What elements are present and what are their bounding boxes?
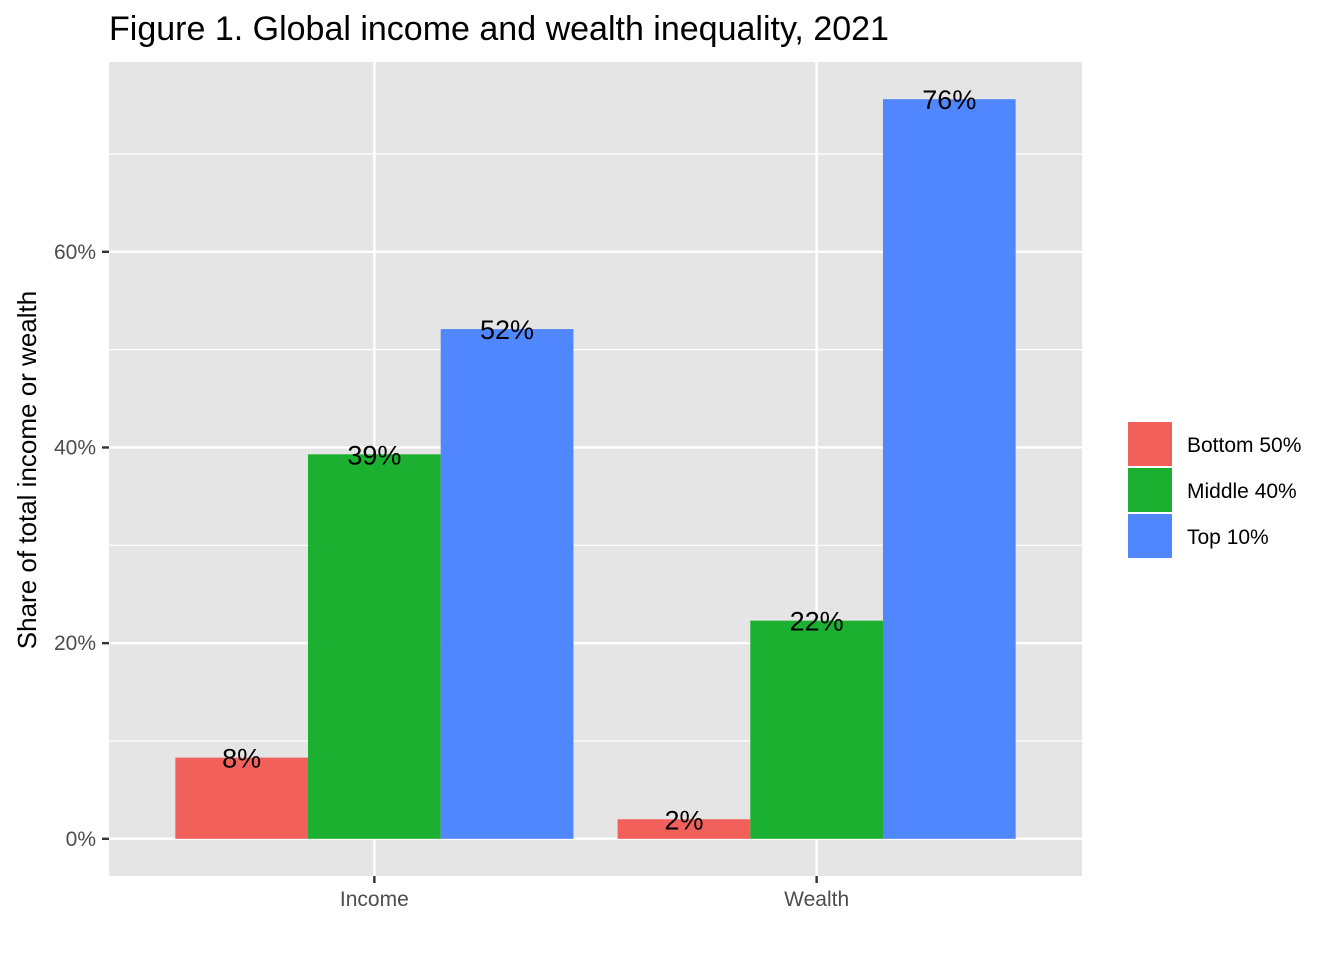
y-axis: 0% 20% 40% 60% bbox=[54, 241, 109, 851]
y-tick-label: 60% bbox=[54, 241, 96, 264]
legend-label: Middle 40% bbox=[1187, 480, 1297, 503]
x-axis: Income Wealth bbox=[340, 876, 849, 911]
y-tick-label: 0% bbox=[66, 828, 96, 851]
data-label: 76% bbox=[922, 85, 976, 115]
bar bbox=[175, 757, 309, 839]
bar bbox=[882, 99, 1016, 839]
legend-label: Top 10% bbox=[1187, 526, 1269, 549]
x-tick-label: Income bbox=[340, 888, 409, 911]
chart-title: Figure 1. Global income and wealth inequ… bbox=[109, 10, 889, 48]
bars-group bbox=[175, 99, 1016, 839]
data-labels-group: 8% 39% 52% 2% 22% 76% bbox=[222, 85, 976, 835]
data-label: 22% bbox=[790, 607, 844, 637]
data-label: 52% bbox=[480, 315, 534, 345]
bar bbox=[308, 454, 441, 839]
legend-key bbox=[1126, 512, 1174, 560]
y-axis-title: Share of total income or wealth bbox=[12, 291, 42, 649]
legend: Bottom 50% Middle 40% Top 10% bbox=[1126, 420, 1301, 560]
x-tick-label: Wealth bbox=[784, 888, 849, 911]
data-label: 8% bbox=[222, 744, 261, 774]
bar bbox=[617, 819, 751, 839]
legend-key bbox=[1126, 420, 1174, 468]
data-label: 39% bbox=[347, 440, 401, 470]
y-tick-label: 40% bbox=[54, 436, 96, 459]
y-tick-label: 20% bbox=[54, 632, 96, 655]
bar bbox=[440, 329, 574, 839]
bar bbox=[750, 620, 883, 839]
legend-key bbox=[1126, 466, 1174, 514]
data-label: 2% bbox=[664, 805, 703, 835]
legend-label: Bottom 50% bbox=[1187, 434, 1301, 457]
